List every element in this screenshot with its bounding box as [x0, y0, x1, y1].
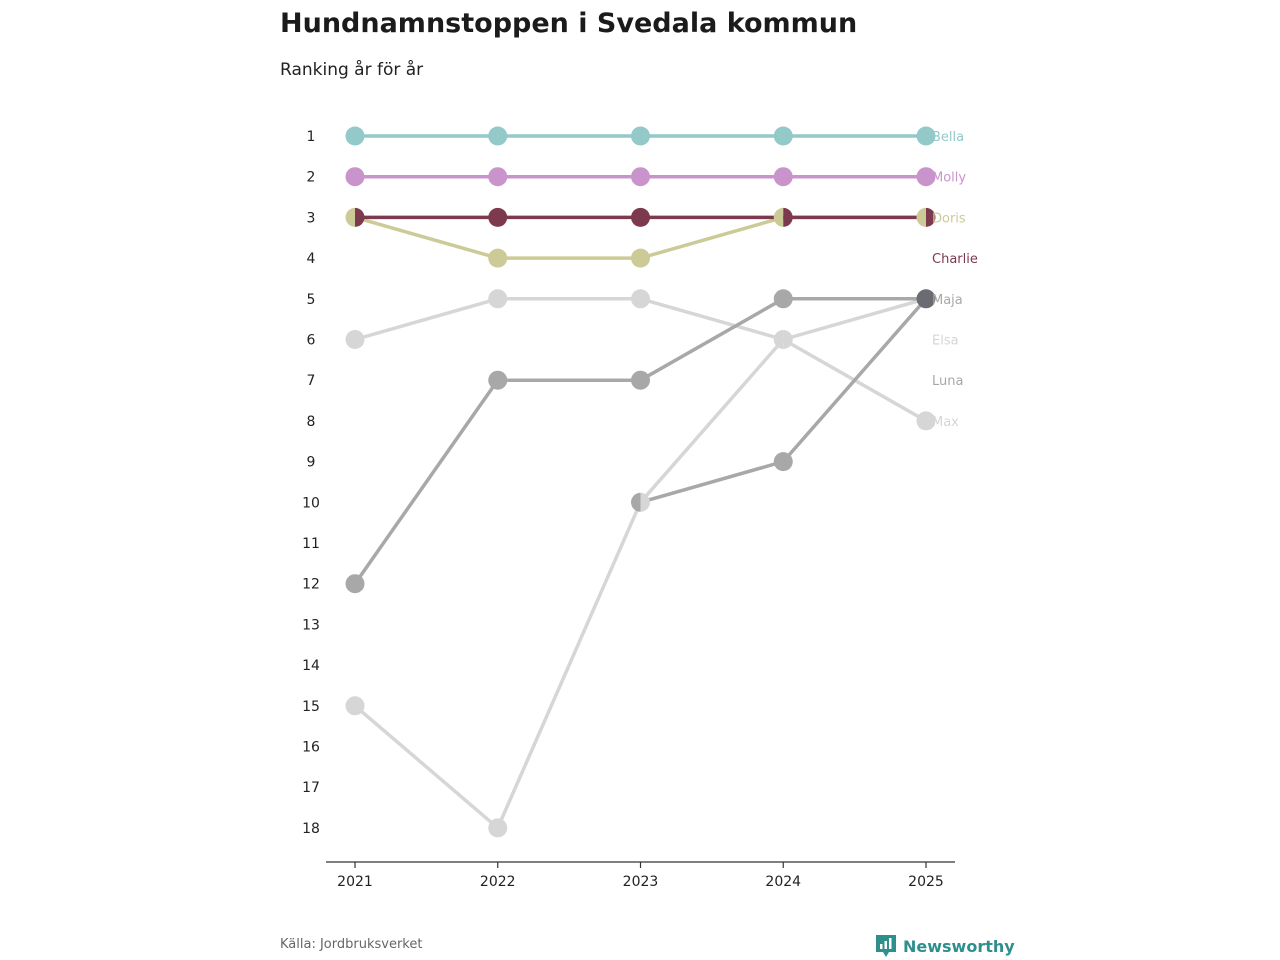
- bump-chart: 2021 2022 2023 2024 202512345678910111213141…: [302, 126, 978, 890]
- data-point-elsa: [640, 492, 650, 512]
- y-tick-label: 9: [307, 455, 316, 471]
- y-tick-label: 4: [307, 251, 316, 267]
- data-point-molly: [631, 167, 650, 187]
- brand-name: Newsworthy: [903, 936, 1015, 956]
- y-tick-label: 12: [302, 577, 320, 593]
- data-point-doris: [773, 207, 784, 227]
- data-point-elsa: [488, 818, 508, 838]
- y-tick-label: 1: [307, 129, 316, 145]
- y-tick-label: 11: [302, 536, 320, 552]
- data-point-maja: [488, 370, 508, 390]
- data-point-max: [916, 411, 936, 431]
- data-point-max: [488, 289, 508, 309]
- series-label-molly: Molly: [932, 171, 966, 186]
- brand-logo[interactable]: Newsworthy: [875, 934, 1015, 958]
- x-tick-label: 2025: [908, 874, 944, 890]
- data-point-molly: [916, 167, 936, 187]
- data-point-doris: [488, 248, 508, 268]
- y-tick-label: 3: [307, 210, 316, 226]
- series-label-charlie: Charlie: [932, 252, 978, 267]
- y-tick-label: 17: [302, 780, 320, 796]
- data-point-maja: [345, 574, 365, 594]
- chart-subtitle: Ranking år för år: [280, 60, 424, 80]
- data-point-max: [783, 330, 793, 349]
- x-tick-label: 2021: [337, 874, 373, 890]
- y-tick-label: 18: [302, 821, 320, 837]
- data-point-molly: [488, 167, 508, 187]
- series-line-max: [353, 297, 928, 423]
- data-point-charlie: [783, 207, 793, 227]
- series-label-max: Max: [932, 415, 959, 430]
- data-point-charlie: [631, 207, 650, 227]
- data-point-maja: [631, 370, 650, 390]
- y-tick-label: 15: [302, 699, 320, 715]
- data-point-bella: [773, 126, 793, 146]
- y-tick-label: 14: [302, 658, 320, 674]
- series-label-bella: Bella: [932, 130, 964, 145]
- chart-title: Hundnamnstoppen i Svedala kommun: [280, 8, 858, 39]
- data-point-charlie: [355, 207, 365, 227]
- y-tick-label: 16: [302, 740, 320, 756]
- data-point-elsa: [345, 696, 365, 716]
- data-point-bella: [488, 126, 508, 146]
- data-point-luna: [631, 492, 641, 512]
- series-label-luna: Luna: [932, 374, 963, 389]
- series-label-elsa: Elsa: [932, 334, 959, 349]
- data-point-charlie: [926, 207, 936, 227]
- y-tick-label: 2: [307, 170, 316, 186]
- series-label-maja: Maja: [932, 293, 963, 308]
- data-point-doris: [631, 248, 650, 268]
- data-point-max: [631, 289, 650, 309]
- data-point-doris: [916, 207, 926, 227]
- data-point-charlie: [488, 207, 508, 227]
- y-tick-label: 8: [307, 414, 316, 430]
- series-label-doris: Doris: [932, 211, 966, 226]
- data-point-maja: [773, 289, 793, 309]
- data-point-bella: [916, 126, 936, 146]
- data-point-elsa: [773, 330, 784, 349]
- y-tick-label: 6: [307, 333, 316, 349]
- x-tick-label: 2022: [480, 874, 516, 890]
- data-point-shared: [916, 289, 936, 309]
- series-line-luna: [638, 297, 928, 505]
- x-tick-label: 2023: [623, 874, 659, 890]
- data-point-bella: [631, 126, 650, 146]
- data-point-max: [345, 330, 365, 349]
- y-tick-label: 5: [307, 292, 316, 308]
- newsworthy-logo-icon: [876, 935, 896, 957]
- y-tick-label: 13: [302, 617, 320, 633]
- data-point-bella: [345, 126, 365, 146]
- series-line-maja: [353, 297, 928, 586]
- y-tick-label: 10: [302, 495, 320, 511]
- data-point-molly: [773, 167, 793, 187]
- y-tick-label: 7: [307, 373, 316, 389]
- source-note: Källa: Jordbruksverket: [280, 937, 423, 952]
- x-tick-label: 2024: [765, 874, 801, 890]
- data-point-doris: [345, 207, 355, 227]
- data-point-molly: [345, 167, 365, 187]
- data-point-luna: [773, 452, 793, 472]
